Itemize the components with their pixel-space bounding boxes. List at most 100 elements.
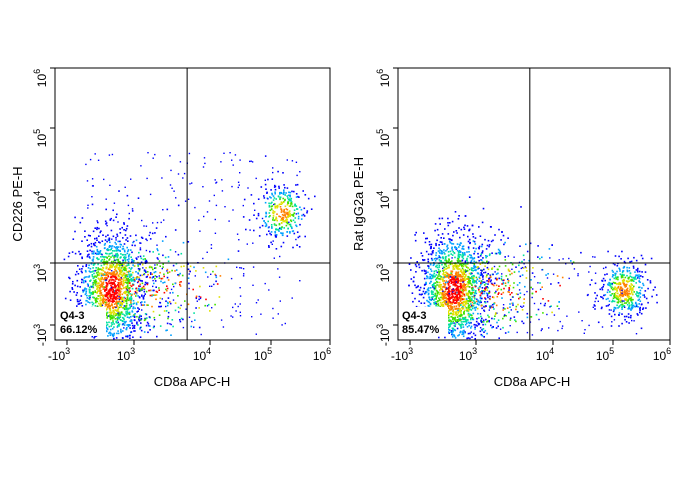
event-dot <box>433 263 435 266</box>
event-dot <box>128 280 131 282</box>
event-dot <box>507 280 510 282</box>
event-dot <box>454 329 456 332</box>
event-dot <box>125 300 128 303</box>
event-dot <box>456 297 458 299</box>
event-dot <box>477 252 479 255</box>
event-dot <box>491 268 493 270</box>
event-dot <box>110 332 112 335</box>
event-dot <box>594 282 597 285</box>
event-dot <box>126 316 129 318</box>
event-dot <box>115 290 117 292</box>
event-dot <box>439 256 442 259</box>
event-dot <box>92 283 94 286</box>
event-dot <box>148 289 150 292</box>
event-dot <box>457 268 459 271</box>
event-dot <box>488 316 490 318</box>
event-dot <box>453 252 456 254</box>
event-dot <box>261 224 264 227</box>
event-dot <box>463 278 466 280</box>
event-dot <box>456 267 458 270</box>
event-dot <box>86 180 89 182</box>
event-dot <box>445 265 448 267</box>
event-dot <box>99 290 102 292</box>
event-dot <box>242 216 245 218</box>
event-dot <box>159 271 161 274</box>
event-dot <box>531 272 534 274</box>
event-dot <box>620 274 623 277</box>
event-dot <box>90 279 92 282</box>
event-dot <box>638 298 641 301</box>
event-dot <box>474 284 476 287</box>
event-dot <box>163 310 166 312</box>
event-dot <box>504 256 506 258</box>
event-dot <box>206 211 209 213</box>
event-dot <box>618 282 620 284</box>
event-dot <box>74 284 76 287</box>
event-dot <box>151 305 153 308</box>
event-dot <box>626 283 628 286</box>
event-dot <box>414 284 416 287</box>
event-dot <box>450 312 452 315</box>
event-dot <box>454 295 457 298</box>
event-dot <box>469 277 472 279</box>
event-dot <box>91 196 93 198</box>
event-dot <box>450 320 453 323</box>
event-dot <box>613 277 616 280</box>
event-dot <box>110 297 112 299</box>
event-dot <box>624 294 627 296</box>
event-dot <box>274 234 277 236</box>
event-dot <box>96 305 99 307</box>
event-dot <box>279 198 281 201</box>
event-dot <box>165 300 167 302</box>
event-dot <box>461 287 464 290</box>
event-dot <box>493 282 496 285</box>
event-dot <box>443 276 445 278</box>
event-dot <box>442 290 444 292</box>
event-dot <box>91 303 94 306</box>
event-dot <box>481 270 483 272</box>
event-dot <box>88 253 90 256</box>
event-dot <box>132 264 134 266</box>
event-dot <box>171 187 173 189</box>
event-dot <box>268 212 271 214</box>
event-dot <box>119 314 121 317</box>
event-dot <box>88 290 91 292</box>
event-dot <box>111 238 113 240</box>
event-dot <box>154 232 156 234</box>
event-dot <box>530 286 532 289</box>
event-dot <box>204 304 206 307</box>
event-dot <box>568 257 570 260</box>
event-dot <box>628 292 631 295</box>
event-dot <box>459 274 462 276</box>
event-dot <box>280 228 283 230</box>
event-dot <box>638 274 640 276</box>
event-dot <box>453 311 455 313</box>
event-dot <box>460 302 463 304</box>
event-dot <box>459 278 462 281</box>
event-dot <box>437 304 440 307</box>
event-dot <box>459 300 462 302</box>
event-dot <box>122 282 125 284</box>
event-dot <box>95 301 97 304</box>
event-dot <box>454 293 456 295</box>
event-dot <box>111 265 114 268</box>
event-dot <box>88 291 91 294</box>
event-dot <box>174 251 177 253</box>
event-dot <box>489 295 491 298</box>
event-dot <box>106 285 109 288</box>
event-dot <box>74 230 76 233</box>
event-dot <box>119 316 122 319</box>
event-dot <box>632 287 634 289</box>
event-dot <box>475 290 477 292</box>
event-dot <box>87 207 89 209</box>
event-dot <box>169 301 171 303</box>
event-dot <box>571 263 573 265</box>
event-dot <box>480 333 483 336</box>
plot-frame <box>54 67 331 341</box>
event-dot <box>652 289 655 291</box>
event-dot <box>510 309 512 311</box>
event-dot <box>593 304 596 306</box>
event-dot <box>509 284 511 287</box>
event-dot <box>578 311 580 313</box>
event-dot <box>509 298 512 301</box>
